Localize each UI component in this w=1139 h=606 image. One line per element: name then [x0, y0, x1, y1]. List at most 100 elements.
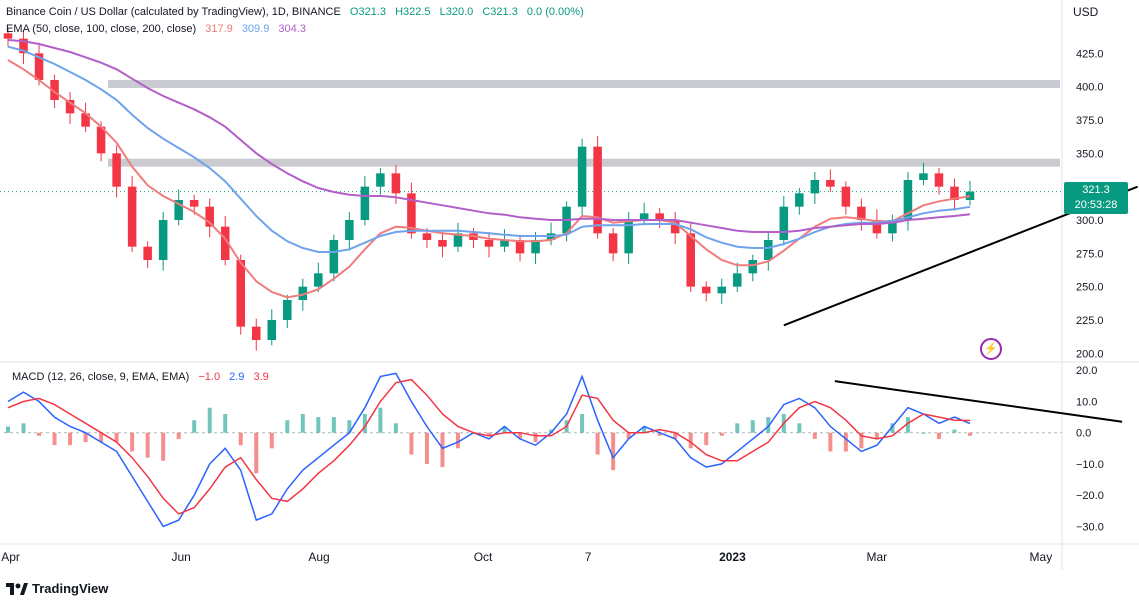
candle-body	[189, 200, 199, 207]
price-tick-label: 275.0	[1076, 248, 1104, 260]
candle-body	[593, 146, 602, 234]
candle-body	[3, 33, 13, 39]
candle-body	[764, 240, 773, 260]
candle-body	[639, 213, 649, 220]
ema50-value: 317.9	[205, 23, 233, 35]
time-tick-label: Aug	[308, 550, 329, 564]
macd-histogram-bar	[52, 432, 57, 446]
candle-body	[888, 220, 897, 234]
macd-histogram-bar	[362, 413, 367, 433]
macd-tick-label: −30.0	[1076, 521, 1104, 533]
macd-histogram-bar	[735, 423, 740, 433]
candle-body	[127, 186, 137, 247]
macd-legend-label: MACD (12, 26, close, 9, EMA, EMA)	[12, 371, 190, 383]
candle-body	[484, 240, 494, 247]
candle-body	[81, 113, 90, 127]
candle-body	[826, 180, 835, 187]
macd-histogram-bar	[487, 432, 491, 436]
price-tick-label: 350.0	[1076, 148, 1104, 160]
price-tick-label: 200.0	[1076, 348, 1104, 360]
macd-histogram-bar	[21, 423, 26, 433]
macd-tick-label: 10.0	[1076, 396, 1097, 408]
candle-body	[686, 233, 695, 287]
candle-body	[577, 146, 587, 207]
macd-histogram-bar	[440, 432, 445, 468]
macd-hist-value: −1.0	[198, 371, 221, 383]
candle-body	[19, 38, 28, 54]
macd-histogram-bar	[719, 432, 724, 436]
price-tick-label: 250.0	[1076, 282, 1104, 294]
resistance-band	[108, 80, 1060, 88]
candle-body	[298, 286, 308, 300]
macd-line	[7, 372, 971, 528]
macd-legend: MACD (12, 26, close, 9, EMA, EMA) −1.0 2…	[12, 370, 275, 384]
ema-legend: EMA (50, close, 100, close, 200, close) …	[6, 22, 312, 36]
macd-histogram-bar	[114, 432, 119, 443]
time-tick-label: Apr	[1, 550, 20, 564]
ema-line	[7, 39, 971, 233]
symbol-title: Binance Coin / US Dollar (calculated by …	[6, 6, 341, 18]
price-tick-label: 400.0	[1076, 82, 1104, 94]
candle-body	[251, 326, 261, 340]
signal-value: 3.9	[253, 371, 269, 383]
macd-histogram-bar	[626, 432, 631, 439]
candle-body	[360, 186, 370, 220]
candle-body	[50, 80, 59, 100]
macd-tick-label: 20.0	[1076, 365, 1097, 377]
symbol-legend: Binance Coin / US Dollar (calculated by …	[6, 6, 584, 18]
last-price-badge: 321.3 20:53:28	[1064, 182, 1128, 214]
macd-histogram-bar	[99, 432, 104, 443]
candle-body	[236, 260, 246, 327]
macd-histogram-bar	[812, 432, 817, 439]
macd-histogram-bar	[316, 417, 321, 433]
macd-histogram-bar	[518, 432, 523, 439]
candle-body	[531, 240, 540, 254]
candle-body	[795, 193, 804, 207]
macd-histogram-bar	[145, 432, 150, 458]
macd-histogram-bar	[68, 432, 73, 446]
candle-body	[810, 180, 820, 194]
candle-body	[205, 206, 214, 227]
time-tick-label: 7	[585, 550, 592, 564]
candle-body	[919, 173, 928, 180]
lightning-icon[interactable]: ⚡	[980, 338, 1002, 360]
time-tick-label: May	[1030, 550, 1053, 564]
macd-histogram-bar	[502, 426, 507, 433]
candle-body	[701, 286, 711, 294]
candle-body	[65, 100, 75, 114]
candle-body	[934, 173, 944, 187]
macd-histogram-bar	[393, 423, 398, 433]
candle-body	[903, 180, 913, 220]
candle-body	[732, 273, 742, 287]
bar-countdown: 20:53:28	[1074, 199, 1118, 211]
candle-body	[220, 226, 230, 260]
candle-body	[841, 186, 851, 207]
macd-histogram-bar	[905, 417, 910, 433]
currency-label: USD	[1073, 5, 1099, 19]
candle-body	[872, 220, 882, 234]
macd-histogram-bar	[6, 426, 10, 433]
macd-histogram-bar	[766, 417, 771, 433]
change-value: 0.0 (0.00%)	[526, 6, 584, 18]
candle-body	[453, 233, 463, 247]
macd-histogram-bar	[207, 407, 212, 433]
time-tick-label: Mar	[866, 550, 887, 564]
macd-histogram-bar	[176, 432, 181, 439]
macd-histogram-bar	[797, 423, 802, 433]
macd-histogram-bar	[269, 432, 274, 449]
candle-body	[376, 173, 385, 187]
candle-body	[422, 233, 432, 240]
candle-body	[857, 206, 866, 220]
macd-tick-label: −10.0	[1076, 459, 1104, 471]
price-tick-label: 375.0	[1076, 115, 1104, 127]
tradingview-logo[interactable]: TradingView	[6, 581, 108, 596]
macd-histogram-bar	[533, 432, 538, 443]
macd-histogram-bar	[455, 432, 460, 449]
macd-histogram-bar	[161, 432, 166, 461]
candle-body	[407, 193, 416, 234]
macd-value: 2.9	[229, 371, 245, 383]
macd-histogram-bar	[673, 432, 678, 439]
ema200-value: 304.3	[278, 23, 306, 35]
tradingview-icon	[6, 582, 28, 595]
